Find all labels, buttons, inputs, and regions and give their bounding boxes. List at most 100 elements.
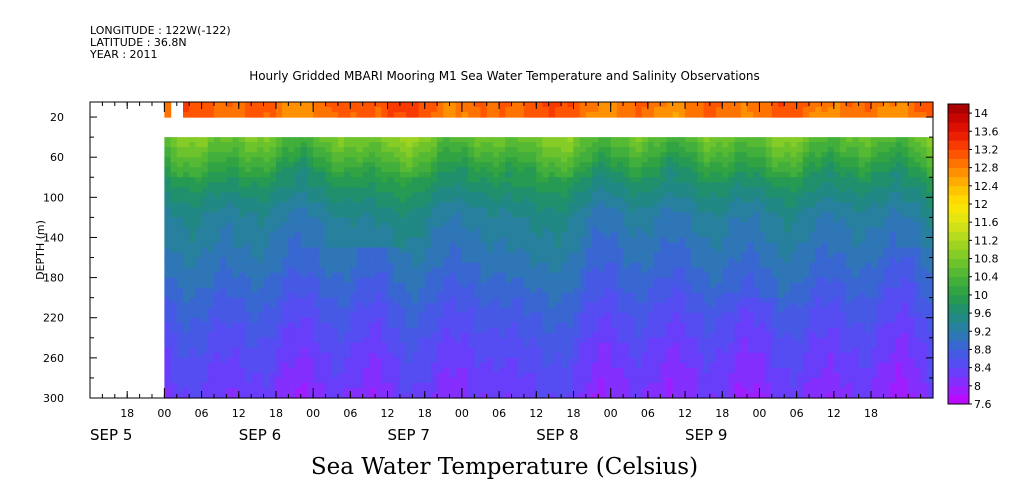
heatmap-cell <box>300 287 308 294</box>
heatmap-cell <box>703 377 711 384</box>
heatmap-cell <box>288 262 296 269</box>
heatmap-cell <box>207 112 215 118</box>
heatmap-cell <box>251 307 258 314</box>
heatmap-cell <box>592 352 599 359</box>
heatmap-cell <box>703 287 711 294</box>
heatmap-cell <box>579 232 587 239</box>
heatmap-cell <box>641 317 649 324</box>
heatmap-cell <box>616 317 624 324</box>
heatmap-cell <box>275 162 283 168</box>
heatmap-cell <box>536 217 544 224</box>
heatmap-cell <box>666 282 674 289</box>
heatmap-cell <box>623 327 630 334</box>
heatmap-cell <box>678 367 686 374</box>
heatmap-cell <box>238 152 246 158</box>
heatmap-cell <box>251 327 258 334</box>
heatmap-cell <box>238 287 246 294</box>
heatmap-cell <box>716 232 723 239</box>
heatmap-cell <box>406 262 413 269</box>
heatmap-cell <box>486 182 494 188</box>
heatmap-cell <box>251 167 258 173</box>
heatmap-cell <box>387 162 395 168</box>
heatmap-cell <box>647 307 655 314</box>
heatmap-cell <box>344 247 351 254</box>
heatmap-cell <box>685 347 692 354</box>
heatmap-cell <box>449 187 457 193</box>
heatmap-cell <box>517 392 525 399</box>
heatmap-cell <box>523 222 531 229</box>
heatmap-cell <box>226 237 234 244</box>
heatmap-cell <box>300 387 308 394</box>
heatmap-cell <box>325 257 333 264</box>
heatmap-cell <box>337 162 345 168</box>
heatmap-cell <box>430 217 438 224</box>
heatmap-cell <box>579 337 587 344</box>
heatmap-cell <box>703 322 711 329</box>
heatmap-cell <box>635 152 643 158</box>
heatmap-cells <box>164 102 934 399</box>
heatmap-cell <box>536 267 544 274</box>
heatmap-cell <box>678 217 686 224</box>
heatmap-cell <box>697 272 705 279</box>
heatmap-cell <box>641 287 649 294</box>
heatmap-cell <box>306 322 314 329</box>
heatmap-cell <box>393 382 401 389</box>
heatmap-cell <box>325 192 333 198</box>
heatmap-cell <box>251 332 258 339</box>
heatmap-cell <box>486 372 494 379</box>
heatmap-cell <box>616 357 624 364</box>
heatmap-cell <box>511 282 519 289</box>
heatmap-cell <box>641 307 649 314</box>
heatmap-cell <box>362 107 370 113</box>
heatmap-cell <box>480 192 488 198</box>
heatmap-cell <box>530 367 537 374</box>
heatmap-cell <box>592 307 599 314</box>
heatmap-cell <box>244 337 252 344</box>
heatmap-cell <box>406 137 413 143</box>
heatmap-cell <box>616 282 624 289</box>
heatmap-cell <box>505 272 513 279</box>
heatmap-cell <box>486 332 494 339</box>
heatmap-cell <box>331 107 339 113</box>
heatmap-cell <box>207 312 215 319</box>
heatmap-cell <box>344 342 351 349</box>
heatmap-cell <box>176 327 184 334</box>
heatmap-cell <box>176 292 184 299</box>
heatmap-cell <box>579 227 587 234</box>
heatmap-cell <box>207 257 215 264</box>
heatmap-cell <box>635 157 643 163</box>
heatmap-cell <box>238 202 246 208</box>
heatmap-cell <box>616 177 624 183</box>
heatmap-cell <box>542 272 550 279</box>
heatmap-cell <box>263 112 271 118</box>
heatmap-cell <box>474 392 482 399</box>
heatmap-cell <box>387 142 395 148</box>
heatmap-cell <box>598 137 606 143</box>
heatmap-cell <box>226 327 234 334</box>
heatmap-cell <box>424 357 432 364</box>
heatmap-cell <box>511 387 519 394</box>
heatmap-cell <box>654 247 661 254</box>
heatmap-cell <box>182 352 190 359</box>
heatmap-cell <box>716 387 723 394</box>
heatmap-cell <box>344 377 351 384</box>
heatmap-cell <box>356 302 364 309</box>
heatmap-cell <box>616 197 624 203</box>
heatmap-cell <box>257 347 265 354</box>
heatmap-cell <box>461 372 469 379</box>
heatmap-cell <box>629 222 637 229</box>
heatmap-cell <box>344 387 351 394</box>
heatmap-cell <box>437 327 444 334</box>
heatmap-cell <box>654 217 661 224</box>
heatmap-cell <box>226 197 234 203</box>
heatmap-cell <box>189 217 196 224</box>
heatmap-cell <box>269 267 277 274</box>
heatmap-cell <box>226 322 234 329</box>
heatmap-cell <box>213 357 221 364</box>
heatmap-cell <box>282 267 289 274</box>
heatmap-cell <box>585 237 593 244</box>
heatmap-cell <box>697 142 705 148</box>
heatmap-cell <box>554 147 562 153</box>
heatmap-cell <box>412 372 420 379</box>
heatmap-cell <box>517 162 525 168</box>
